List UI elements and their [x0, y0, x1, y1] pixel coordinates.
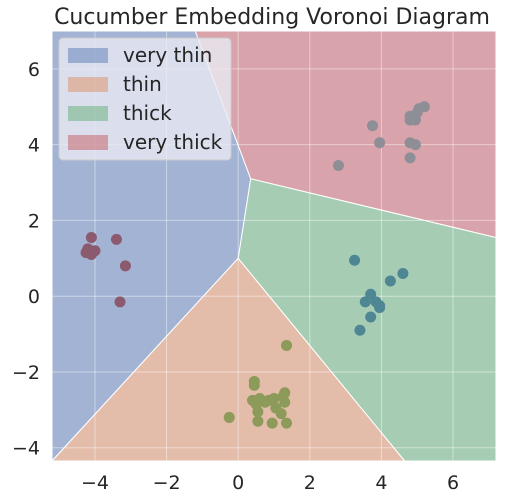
data-point [259, 396, 271, 408]
data-point [349, 254, 361, 266]
y-tick-label: 2 [28, 210, 40, 232]
legend-label: very thin [123, 43, 212, 67]
legend-swatch [68, 48, 108, 63]
data-point [374, 302, 386, 314]
data-point [266, 417, 278, 429]
data-point [223, 411, 235, 423]
data-point [281, 339, 293, 351]
data-point [366, 120, 378, 132]
axis-ticks: −4 −2 0 2 4 6 −4 −2 0 2 4 6 [12, 59, 459, 494]
data-point [332, 159, 344, 171]
region-very-thick [194, 30, 497, 239]
data-point [110, 233, 122, 245]
scatter-points [80, 101, 430, 429]
data-point [409, 139, 421, 151]
data-point [354, 324, 366, 336]
y-tick-label: 0 [28, 286, 40, 308]
legend-swatch [68, 106, 108, 121]
data-point [384, 275, 396, 287]
data-point [268, 392, 280, 404]
x-tick-label: 2 [304, 472, 316, 494]
data-point [252, 406, 264, 418]
data-point [281, 417, 293, 429]
legend-label: very thick [123, 130, 223, 154]
legend-swatch [68, 77, 108, 92]
data-point [252, 415, 264, 427]
data-point [85, 249, 97, 261]
data-point [404, 152, 416, 164]
x-tick-label: 4 [375, 472, 387, 494]
legend-swatch [68, 135, 108, 150]
legend-label: thick [123, 101, 172, 125]
data-point [85, 231, 97, 243]
y-tick-label: −2 [12, 362, 40, 384]
legend-box [58, 37, 232, 161]
x-tick-label: −2 [153, 472, 181, 494]
legend: very thin thin thick very thick [58, 37, 232, 161]
y-tick-label: −4 [12, 438, 40, 460]
chart-title: Cucumber Embedding Voronoi Diagram [54, 5, 490, 30]
x-tick-label: 6 [447, 472, 459, 494]
data-point [359, 296, 371, 308]
data-point [279, 396, 291, 408]
data-point [397, 267, 409, 279]
data-point [119, 260, 131, 272]
data-point [365, 311, 377, 323]
data-point [374, 137, 386, 149]
x-tick-label: 0 [232, 472, 244, 494]
data-point [114, 296, 126, 308]
y-tick-label: 6 [28, 59, 40, 81]
y-tick-label: 4 [28, 135, 40, 157]
x-tick-label: −4 [81, 472, 109, 494]
data-point [248, 379, 260, 391]
data-point [275, 408, 287, 420]
legend-label: thin [123, 72, 162, 96]
data-point [409, 114, 421, 126]
